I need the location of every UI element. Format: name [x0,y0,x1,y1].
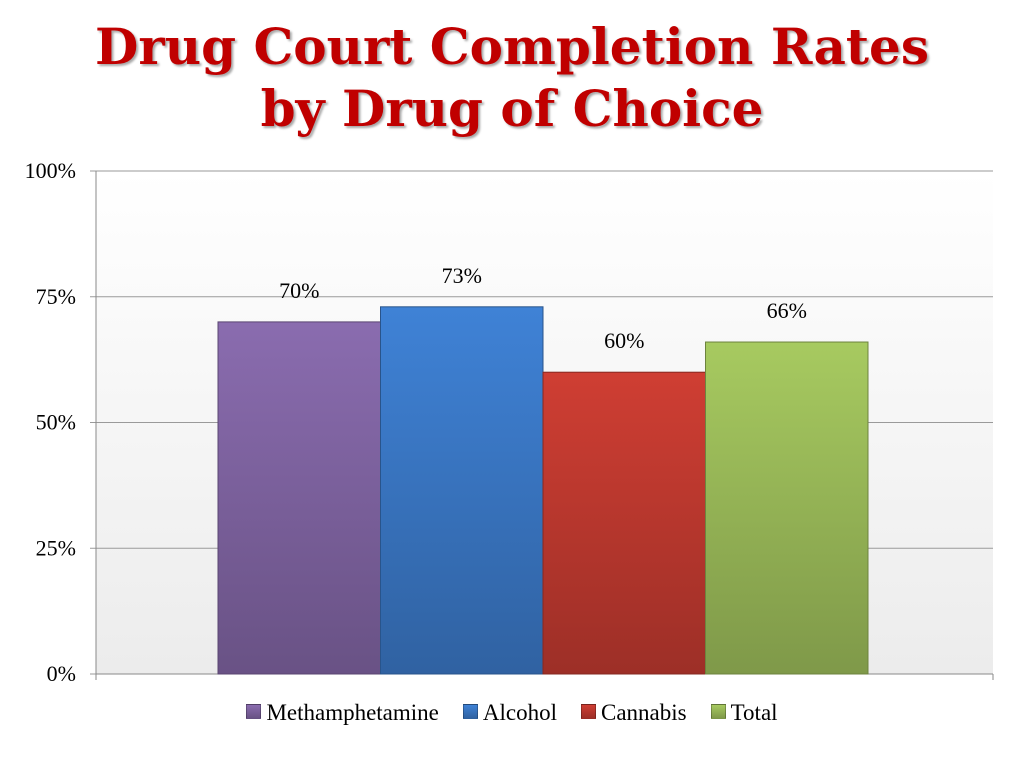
chart-title-line-1: Drug Court Completion Rates [95,17,929,76]
legend-swatch [246,704,262,719]
data-label-methamphetamine: 70% [279,278,319,303]
chart-title-line-2: by Drug of Choice [260,79,764,138]
chart-title: Drug Court Completion Rates by Drug of C… [0,16,1024,140]
legend-swatch [581,704,596,719]
legend-item-alcohol: Alcohol [462,700,557,726]
y-tick-label: 0% [47,661,76,686]
bar-cannabis [542,371,706,675]
bar-alcohol [380,306,544,675]
data-labels: 70% 73% 60% 66% [279,263,807,353]
bar-methamphetamine [217,321,381,675]
legend-item-total: Total [710,700,778,726]
legend-label: Methamphetamine [266,700,439,725]
legend-item-methamphetamine: Methamphetamine [246,700,439,726]
y-tick-label: 50% [36,410,76,435]
data-label-total: 66% [767,298,807,323]
legend-label: Alcohol [482,700,557,725]
legend-label: Total [730,700,778,725]
y-axis-tick-labels: 0% 25% 50% 75% 100% [25,158,76,686]
data-label-alcohol: 73% [442,263,482,288]
legend-label: Cannabis [601,700,687,725]
bars [217,306,869,675]
legend-swatch [462,704,478,719]
legend: Methamphetamine Alcohol Cannabis Total [0,700,1024,726]
legend-item-cannabis: Cannabis [581,700,687,726]
legend-swatch [710,704,726,719]
y-tick-label: 25% [36,535,76,560]
y-tick-label: 100% [25,158,76,183]
data-label-cannabis: 60% [604,328,644,353]
bar-total [705,341,869,675]
y-tick-label: 75% [36,284,76,309]
